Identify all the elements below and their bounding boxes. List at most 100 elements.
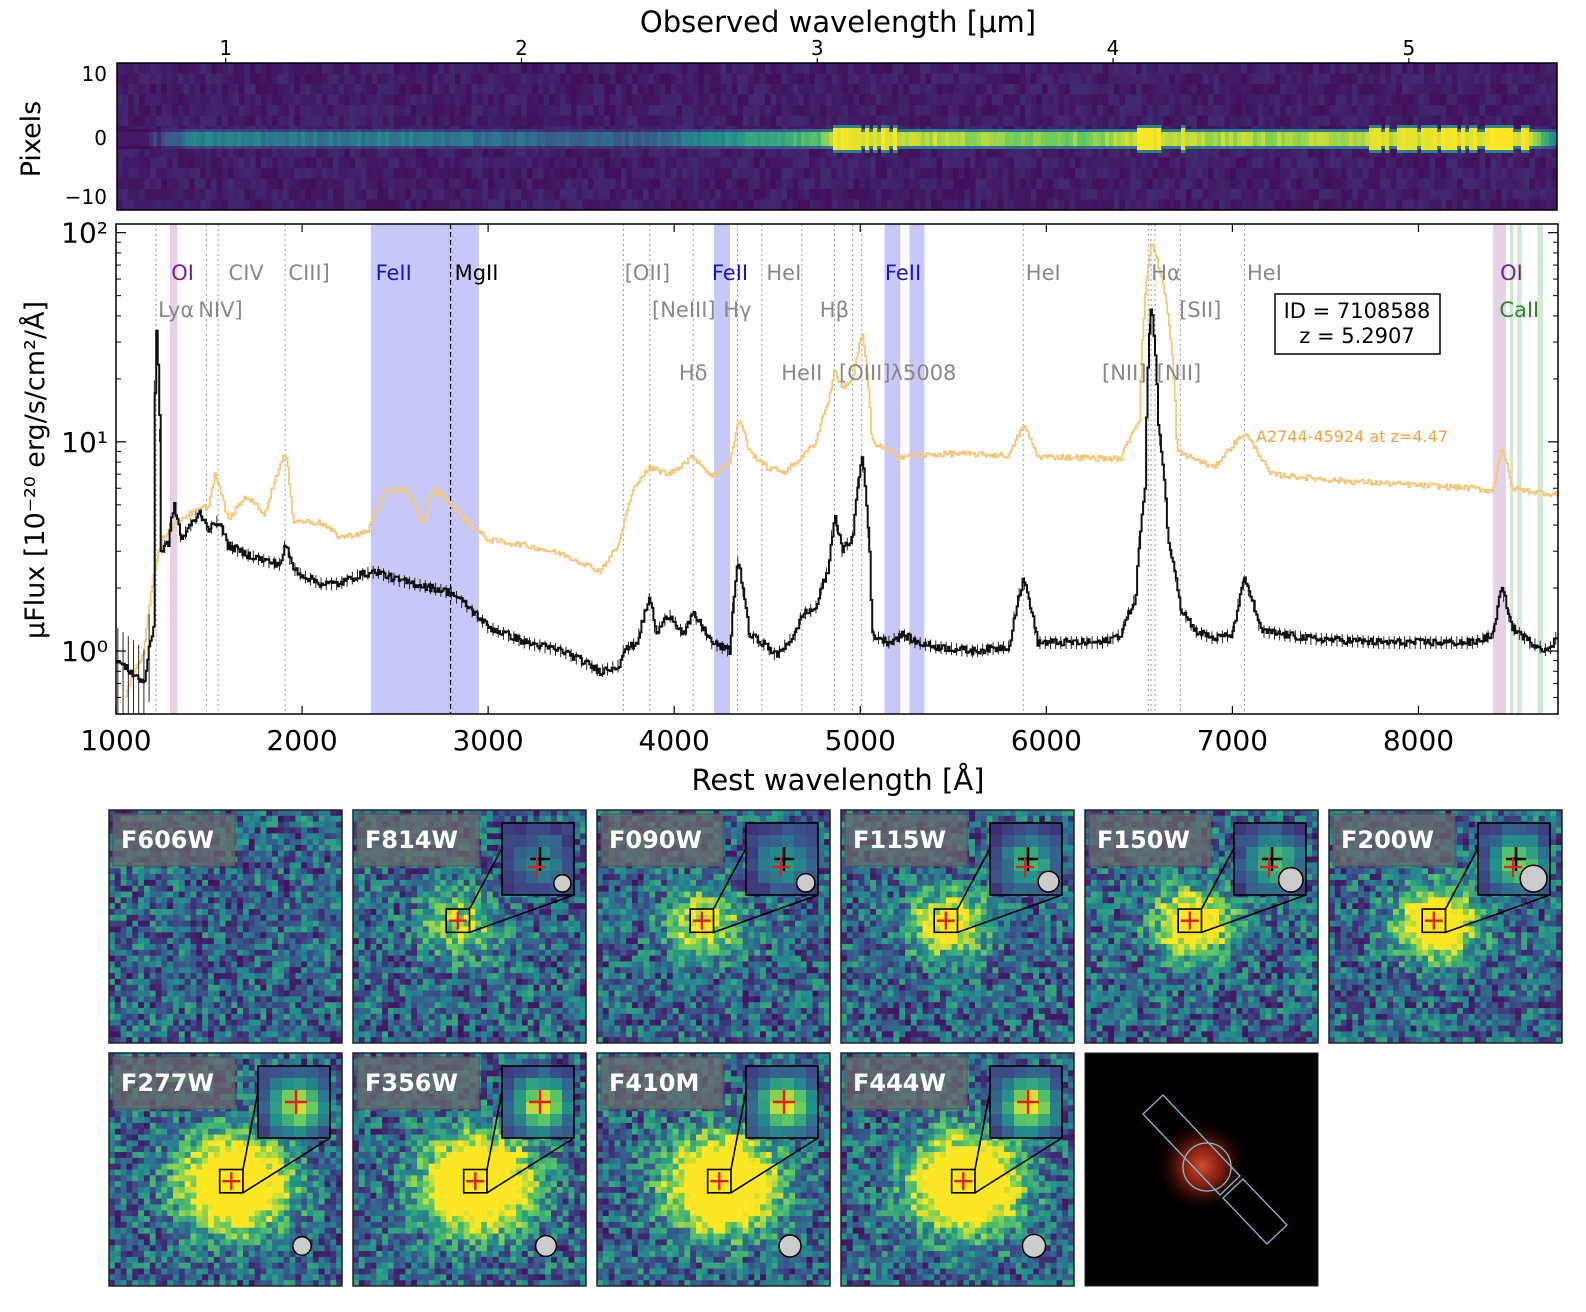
spec2d-pixel <box>1501 63 1508 75</box>
spec2d-pixel <box>438 178 445 190</box>
spec2d-pixel <box>1396 73 1403 85</box>
spec2d-pixel <box>825 189 833 201</box>
spec2d-pixel <box>698 178 705 190</box>
spec2d-pixel <box>1379 105 1386 117</box>
spec2d-pixel <box>1352 147 1359 159</box>
spec2d-pixel <box>1462 168 1469 180</box>
spec2d-pixel <box>1485 84 1492 96</box>
spec2d-trace-edge <box>865 125 870 128</box>
spec2d-pixel <box>1257 94 1265 106</box>
spec2d-trace-segment <box>861 132 866 146</box>
spec2d-pixel <box>604 168 611 180</box>
spec2d-pixel <box>1545 199 1553 210</box>
spec2d-trace-edge <box>337 146 342 149</box>
spec2d-pixel <box>1335 189 1342 201</box>
spec2d-trace-edge <box>533 129 538 132</box>
spec2d-pixel <box>1324 115 1331 127</box>
spec2d-trace-segment <box>301 132 306 146</box>
spec2d-pixel <box>177 147 185 159</box>
spec2d-pixel <box>765 168 772 180</box>
spec2d-pixel <box>1540 63 1547 75</box>
spec2d-pixel <box>1457 63 1464 75</box>
spec2d-trace-edge <box>1509 150 1514 153</box>
spec2d-trace-edge <box>773 129 778 132</box>
spec2d-trace-segment <box>537 132 542 146</box>
spec2d-pixel <box>870 189 877 201</box>
spec2d-trace-edge <box>477 129 482 132</box>
spec2d-pixel <box>477 84 484 96</box>
spec2d-pixel <box>1418 63 1425 75</box>
spec2d-trace-segment <box>1089 132 1094 146</box>
spec2d-pixel <box>881 94 888 106</box>
spec2d-pixel <box>1025 199 1032 210</box>
spec2d-trace-segment <box>1349 132 1354 146</box>
spec2d-trace-segment <box>1269 132 1274 146</box>
spec2d-pixel <box>166 147 173 159</box>
spec2d-trace-edge <box>577 146 582 149</box>
spec2d-pixel <box>1269 157 1276 169</box>
spec2d-pixel <box>1329 105 1337 117</box>
spec2d-pixel <box>549 168 556 180</box>
spec2d-pixel <box>1545 105 1553 117</box>
spec2d-pixel <box>1219 199 1226 210</box>
spec2d-trace-segment <box>321 132 326 146</box>
spec2d-trace-edge <box>1177 146 1182 149</box>
spec2d-pixel <box>931 115 938 127</box>
spec2d-pixel <box>1241 115 1248 127</box>
spec2d-pixel <box>1064 94 1071 106</box>
spec2d-pixel <box>604 73 611 85</box>
spec2d-pixel <box>1429 168 1436 180</box>
spec2d-pixel <box>294 189 301 201</box>
spec2d-pixel <box>344 115 351 127</box>
spec2d-pixel <box>432 63 439 75</box>
spec2d-pixel <box>537 105 545 117</box>
spec2d-pixel <box>1041 105 1049 117</box>
spec2d-pixel <box>194 73 201 85</box>
spec2d-pixel <box>587 199 594 210</box>
spec2d-pixel <box>532 157 539 169</box>
spec2d-pixel <box>1385 84 1392 96</box>
spec2d-pixel <box>427 168 434 180</box>
spec2d-trace-segment <box>1389 132 1394 146</box>
spec2d-pixel <box>1119 84 1126 96</box>
spec2d-pixel <box>1462 63 1469 75</box>
spec2d-pixel <box>382 63 389 75</box>
spec2d-pixel <box>958 147 965 159</box>
spec2d-trace-segment <box>317 132 322 146</box>
spec2d-pixel <box>1296 168 1303 180</box>
spec2d-pixel <box>1158 94 1165 106</box>
spec2d-pixel <box>753 189 761 201</box>
spec2d-pixel <box>1368 189 1375 201</box>
spec2d-trace-edge <box>1505 150 1510 153</box>
spec2d-trace-segment <box>361 132 366 146</box>
spec2d-trace-segment <box>689 132 694 146</box>
spec2d-trace-edge <box>1201 129 1206 132</box>
spec2d-pixel <box>155 199 162 210</box>
spec2d-trace-edge <box>389 146 394 149</box>
spec2d-pixel <box>1235 168 1242 180</box>
spec2d-pixel <box>1119 147 1126 159</box>
spec2d-trace-segment <box>1209 132 1214 146</box>
spec2d-trace-edge <box>309 146 314 149</box>
spec2d-pixel <box>393 63 401 75</box>
spec2d-pixel <box>1191 189 1198 201</box>
spec2d-pixel <box>1335 94 1342 106</box>
spec2d-pixel <box>1302 168 1309 180</box>
spec2d-trace-edge <box>289 129 294 132</box>
spec2d-pixel <box>266 189 273 201</box>
spec2d-pixel <box>560 189 567 201</box>
spec2d-pixel <box>759 115 766 127</box>
spec2d-trace-edge <box>1005 129 1010 132</box>
spec2d-pixel <box>443 168 450 180</box>
top-tick-label: 3 <box>811 36 824 60</box>
spec2d-pixel <box>1080 157 1087 169</box>
spec2d-pixel <box>1490 157 1497 169</box>
spec2d-pixel <box>1241 199 1248 210</box>
spec2d-pixel <box>1086 115 1093 127</box>
spec2d-pixel <box>715 105 722 117</box>
spec2d-pixel <box>825 157 833 169</box>
spec2d-pixel <box>493 157 500 169</box>
spec2d-pixel <box>438 105 445 117</box>
spec2d-trace-edge <box>813 146 818 149</box>
spec2d-trace-edge <box>553 146 558 149</box>
